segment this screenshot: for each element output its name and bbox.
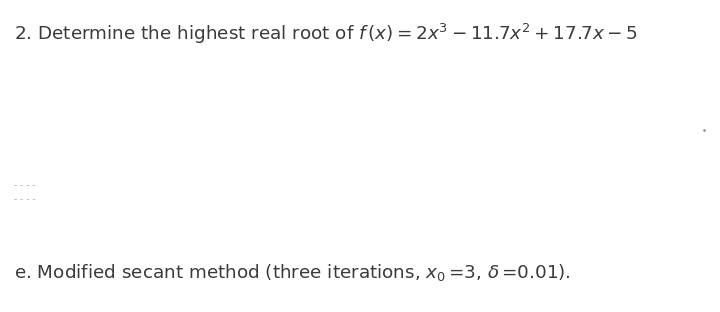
Text: e. Modified secant method (three iterations, $x_0\,$=3, $\delta\,$=0.01).: e. Modified secant method (three iterati…: [14, 262, 571, 283]
Text: 2. Determine the highest real root of $f\,(x) = 2x^3 - 11.7x^2 + 17.7x - 5$: 2. Determine the highest real root of $f…: [14, 22, 638, 46]
Text: - - - -: - - - -: [14, 196, 35, 204]
Text: - - - -: - - - -: [14, 181, 35, 189]
